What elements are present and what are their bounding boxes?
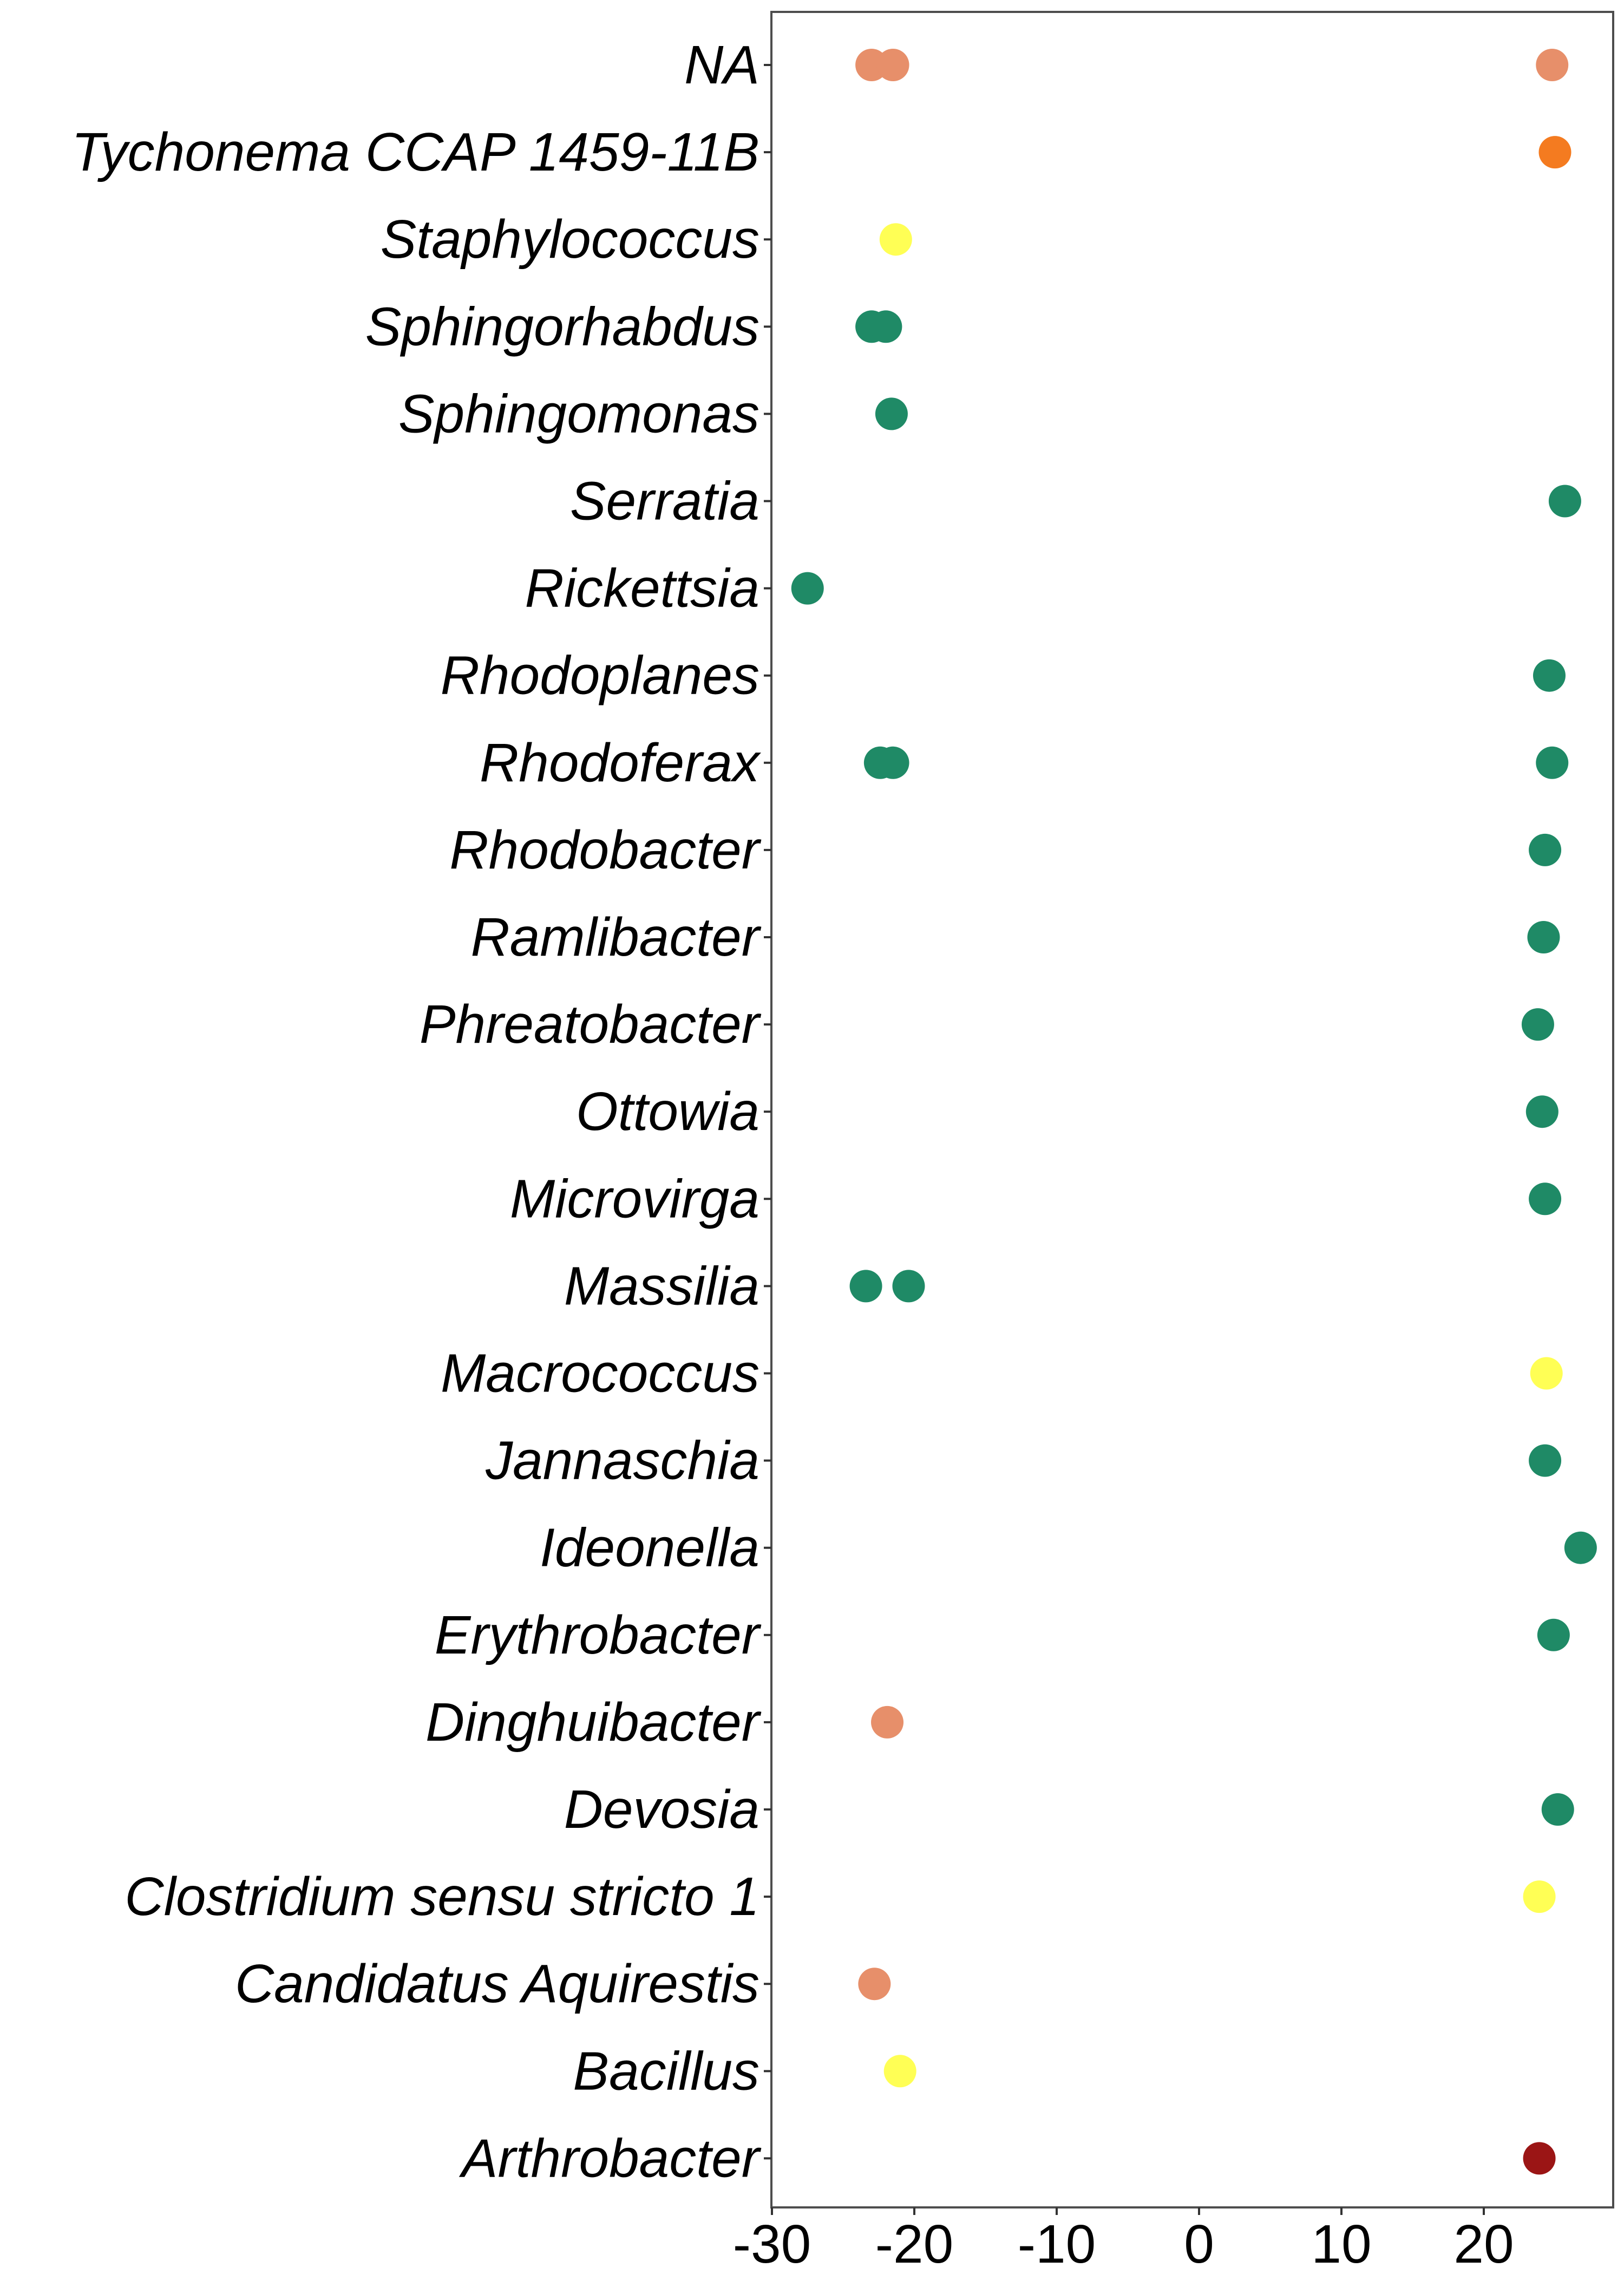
data-point <box>1529 1444 1562 1477</box>
x-tick-label: -10 <box>1018 2214 1096 2274</box>
plot-panel <box>770 11 1614 2208</box>
data-point <box>869 310 902 343</box>
x-tick-label: 20 <box>1453 2214 1514 2274</box>
data-point <box>875 397 908 430</box>
y-tick-label: Rhodoferax <box>480 733 761 793</box>
y-tick-label: Jannaschia <box>485 1430 759 1491</box>
x-tick-label: -20 <box>875 2214 954 2274</box>
data-point <box>1523 2142 1556 2175</box>
data-point <box>1536 746 1569 779</box>
data-point <box>1527 921 1560 953</box>
y-tick-label: Ramlibacter <box>471 907 762 968</box>
y-tick-label: Devosia <box>564 1779 759 1840</box>
y-axis: NA Tychonema CCAP 1459-11B Staphylococcus S… <box>71 35 771 2188</box>
y-tick-label: Clostridium sensu stricto 1 <box>125 1866 759 1927</box>
data-point <box>879 223 912 256</box>
y-tick-label: Microvirga <box>510 1168 759 1229</box>
y-tick-label: Massilia <box>564 1256 759 1316</box>
y-tick-label: Sphingorhabdus <box>365 296 759 357</box>
data-point <box>876 746 909 779</box>
y-tick-label: Macrococcus <box>441 1343 759 1404</box>
y-tick-label: Serratia <box>570 471 759 532</box>
data-point <box>1548 485 1581 518</box>
data-point <box>1536 49 1569 81</box>
data-point <box>858 1968 891 2001</box>
y-tick-label: Phreatobacter <box>420 994 762 1055</box>
data-points <box>791 49 1597 2175</box>
data-point <box>871 1706 904 1739</box>
x-tick-label: 0 <box>1184 2214 1214 2274</box>
y-tick-label: Rhodoplanes <box>441 645 759 706</box>
data-point <box>1564 1531 1597 1564</box>
y-tick-label: Ottowia <box>576 1081 759 1142</box>
y-tick-label: NA <box>684 35 759 95</box>
x-axis: -30 -20 -10 0 10 20 <box>733 2207 1514 2274</box>
x-tick-label: -30 <box>733 2214 811 2274</box>
y-tick-label: Ideonella <box>540 1518 759 1578</box>
y-tick-label: Candidatus Aquirestis <box>235 1953 759 2014</box>
data-point <box>1533 659 1566 692</box>
data-point <box>892 1270 925 1303</box>
data-point <box>1541 1793 1574 1826</box>
data-point <box>1537 1618 1570 1651</box>
x-tick-label: 10 <box>1311 2214 1371 2274</box>
data-point <box>883 2055 916 2088</box>
y-tick-label: Arthrobacter <box>459 2128 762 2188</box>
y-tick-label: Erythrobacter <box>435 1605 762 1665</box>
data-point <box>1525 1095 1558 1128</box>
y-tick-label: Tychonema CCAP 1459-11B <box>71 122 759 182</box>
data-point <box>876 49 909 81</box>
y-tick-label: Dinghuibacter <box>425 1692 762 1753</box>
data-point <box>791 572 824 605</box>
data-point <box>849 1270 882 1303</box>
y-tick-label: Sphingomonas <box>398 383 759 444</box>
data-point <box>1530 1357 1563 1390</box>
data-point <box>1529 1182 1562 1216</box>
y-tick-label: Rhodobacter <box>449 820 761 880</box>
data-point <box>1523 1880 1556 1913</box>
data-point <box>1521 1008 1554 1041</box>
data-point <box>1538 136 1571 169</box>
y-tick-label: Rickettsia <box>525 558 759 619</box>
y-tick-label: Bacillus <box>573 2041 759 2101</box>
y-tick-label: Staphylococcus <box>381 209 759 270</box>
data-point <box>1529 833 1562 866</box>
